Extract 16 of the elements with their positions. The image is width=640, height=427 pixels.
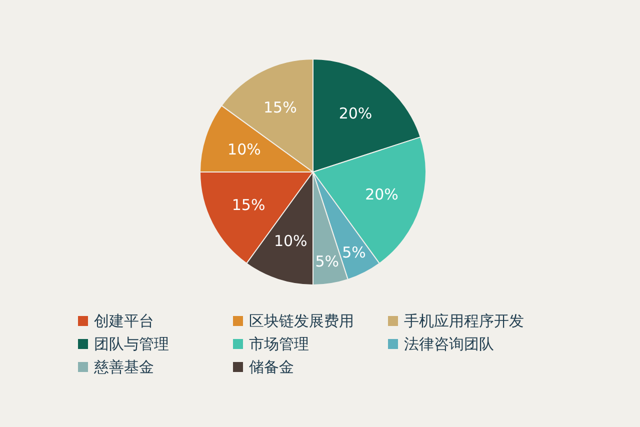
legend-label: 慈善基金 — [93, 358, 154, 376]
data-label: 10% — [228, 140, 261, 159]
legend-label: 储备金 — [249, 358, 294, 376]
legend-label: 手机应用程序开发 — [404, 312, 524, 330]
legend-label: 创建平台 — [94, 312, 154, 330]
data-label: 20% — [338, 104, 372, 122]
data-label: 5% — [315, 252, 340, 270]
legend-label: 区块链发展费用 — [249, 312, 354, 330]
legend-label: 团队与管理 — [94, 335, 169, 353]
data-label: 15% — [263, 98, 297, 117]
data-label: 20% — [365, 185, 398, 204]
legend-label: 市场管理 — [249, 335, 309, 353]
legend-label: 法律咨询团队 — [404, 335, 494, 353]
data-label: 10% — [274, 232, 308, 250]
data-label: 15% — [232, 196, 266, 214]
data-label: 5% — [342, 244, 366, 262]
